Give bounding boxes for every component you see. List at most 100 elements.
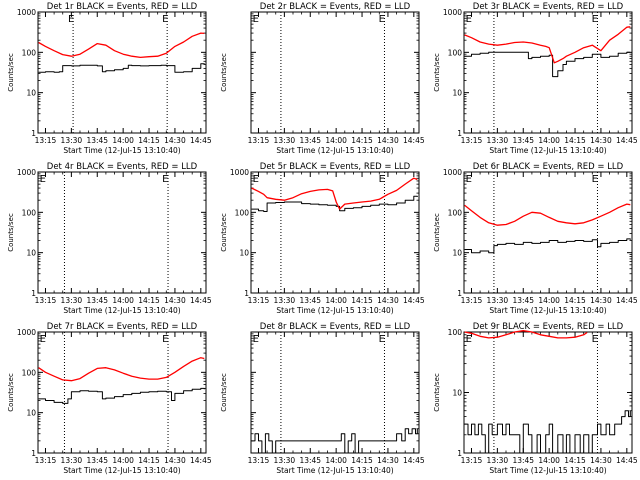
y-tick-label: 1 bbox=[457, 289, 462, 298]
y-tick-label: 1 bbox=[244, 289, 249, 298]
event-marker-label: E bbox=[379, 174, 385, 185]
y-tick-label: 1 bbox=[31, 129, 36, 138]
plot-frame bbox=[463, 11, 633, 134]
panel-title: Det 4r BLACK = Events, RED = LLD bbox=[47, 162, 198, 172]
x-tick-label: 14:00 bbox=[112, 136, 134, 145]
x-tick-label: 13:15 bbox=[461, 296, 483, 305]
plot-frame bbox=[463, 171, 633, 294]
x-tick-label: 13:45 bbox=[86, 296, 108, 305]
x-tick-label: 14:45 bbox=[403, 296, 425, 305]
x-tick-label: 14:15 bbox=[351, 296, 373, 305]
x-tick-label: 13:15 bbox=[35, 296, 57, 305]
series-line-lld bbox=[464, 26, 631, 64]
x-axis-label: Start Time (12-Jul-15 13:10:40) bbox=[489, 466, 606, 475]
x-tick-label: 13:30 bbox=[274, 456, 296, 465]
panel-5: Det 5r BLACK = Events, RED = LLD Counts/s… bbox=[220, 162, 425, 315]
x-tick-label: 14:30 bbox=[590, 456, 612, 465]
x-tick-label: 14:00 bbox=[325, 136, 347, 145]
x-tick-label: 13:15 bbox=[248, 296, 270, 305]
x-tick-label: 14:00 bbox=[325, 456, 347, 465]
y-tick-label: 10 bbox=[452, 389, 462, 398]
y-tick-label: 1 bbox=[31, 449, 36, 458]
plot-frame bbox=[37, 331, 207, 454]
y-tick-label: 100 bbox=[448, 328, 463, 337]
series-line-lld bbox=[38, 357, 205, 382]
series-line-events bbox=[251, 428, 418, 454]
x-tick-label: 13:45 bbox=[299, 456, 321, 465]
x-tick-label: 14:15 bbox=[564, 296, 586, 305]
x-axis-label: Start Time (12-Jul-15 13:10:40) bbox=[276, 466, 393, 475]
event-marker-label: E bbox=[253, 14, 259, 25]
x-tick-label: 13:45 bbox=[512, 296, 534, 305]
panel-4: Det 4r BLACK = Events, RED = LLD Counts/s… bbox=[7, 162, 212, 315]
x-tick-label: 13:15 bbox=[461, 136, 483, 145]
x-tick-label: 14:30 bbox=[590, 296, 612, 305]
x-tick-label: 13:45 bbox=[299, 136, 321, 145]
series-line-lld bbox=[464, 330, 588, 339]
panel-title: Det 3r BLACK = Events, RED = LLD bbox=[473, 2, 624, 12]
x-tick-label: 14:30 bbox=[164, 456, 186, 465]
event-marker-label: E bbox=[40, 334, 46, 345]
series-line-events bbox=[38, 63, 205, 73]
x-axis-label: Start Time (12-Jul-15 13:10:40) bbox=[276, 306, 393, 315]
panel-7: Det 7r BLACK = Events, RED = LLD Counts/s… bbox=[7, 322, 212, 475]
x-tick-label: 13:15 bbox=[248, 456, 270, 465]
x-tick-label: 14:45 bbox=[616, 296, 638, 305]
x-axis-label: Start Time (12-Jul-15 13:10:40) bbox=[63, 146, 180, 155]
x-tick-label: 14:45 bbox=[403, 456, 425, 465]
event-marker-label: E bbox=[592, 334, 598, 345]
panel-3: Det 3r BLACK = Events, RED = LLD Counts/s… bbox=[433, 2, 638, 155]
x-tick-label: 14:00 bbox=[538, 136, 560, 145]
event-marker-label: E bbox=[68, 14, 74, 25]
x-tick-label: 13:45 bbox=[86, 136, 108, 145]
event-marker-label: E bbox=[253, 334, 259, 345]
x-tick-label: 14:00 bbox=[538, 296, 560, 305]
x-tick-label: 14:15 bbox=[138, 456, 160, 465]
event-marker-label: E bbox=[466, 174, 472, 185]
x-axis-label: Start Time (12-Jul-15 13:10:40) bbox=[63, 306, 180, 315]
x-tick-label: 13:45 bbox=[512, 136, 534, 145]
x-tick-label: 13:45 bbox=[86, 456, 108, 465]
x-tick-label: 13:15 bbox=[248, 136, 270, 145]
plot-frame bbox=[250, 331, 420, 454]
event-marker-label: E bbox=[379, 334, 385, 345]
y-tick-label: 10 bbox=[452, 89, 462, 98]
panel-title: Det 6r BLACK = Events, RED = LLD bbox=[473, 162, 624, 172]
panel-2: Det 2r BLACK = Events, RED = LLD Counts/s… bbox=[220, 2, 425, 155]
y-axis-label: Counts/sec bbox=[433, 373, 441, 412]
y-tick-label: 100 bbox=[22, 208, 37, 217]
x-tick-label: 14:45 bbox=[616, 456, 638, 465]
plot-frame bbox=[37, 11, 207, 134]
y-axis-label: Counts/sec bbox=[7, 373, 15, 412]
x-tick-label: 14:45 bbox=[190, 136, 212, 145]
event-marker-label: E bbox=[253, 174, 259, 185]
x-tick-label: 13:30 bbox=[274, 296, 296, 305]
y-tick-label: 10 bbox=[26, 249, 36, 258]
series-line-events bbox=[464, 51, 631, 78]
x-tick-label: 13:30 bbox=[61, 136, 83, 145]
y-tick-label: 10 bbox=[26, 409, 36, 418]
x-tick-label: 13:45 bbox=[512, 456, 534, 465]
event-marker-label: E bbox=[379, 14, 385, 25]
y-axis-label: Counts/sec bbox=[220, 53, 228, 92]
panel-title: Det 9r BLACK = Events, RED = LLD bbox=[473, 322, 624, 332]
y-axis-label: Counts/sec bbox=[433, 53, 441, 92]
x-tick-label: 13:15 bbox=[35, 136, 57, 145]
panel-8: Det 8r BLACK = Events, RED = LLD Counts/s… bbox=[220, 322, 425, 475]
x-axis-label: Start Time (12-Jul-15 13:10:40) bbox=[63, 466, 180, 475]
series-line-lld bbox=[251, 177, 418, 210]
y-tick-label: 1 bbox=[457, 129, 462, 138]
y-tick-label: 10 bbox=[26, 89, 36, 98]
x-tick-label: 13:45 bbox=[299, 296, 321, 305]
x-tick-label: 14:15 bbox=[564, 136, 586, 145]
y-tick-label: 1 bbox=[31, 289, 36, 298]
panel-title: Det 7r BLACK = Events, RED = LLD bbox=[47, 322, 198, 332]
panel-9: Det 9r BLACK = Events, RED = LLD Counts/s… bbox=[433, 322, 638, 475]
x-tick-label: 14:15 bbox=[564, 456, 586, 465]
x-tick-label: 14:45 bbox=[616, 136, 638, 145]
event-marker-label: E bbox=[162, 174, 168, 185]
x-tick-label: 14:00 bbox=[538, 456, 560, 465]
x-tick-label: 14:00 bbox=[112, 296, 134, 305]
event-marker-label: E bbox=[162, 334, 168, 345]
